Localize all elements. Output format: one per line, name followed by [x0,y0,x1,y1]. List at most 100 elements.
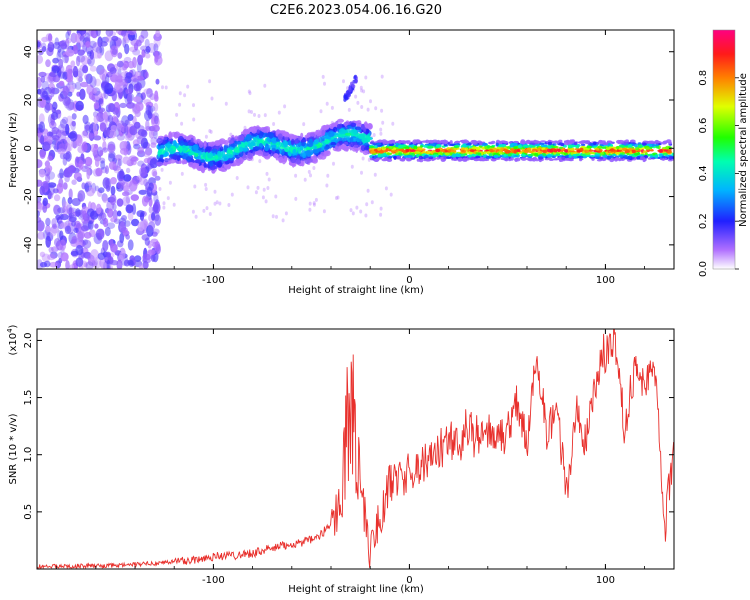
spectrogram-cell [121,215,127,221]
spectrogram-cell [158,158,165,163]
spectrogram-cell [321,74,325,79]
spectrogram-cell [579,147,584,152]
spectrogram-cell [247,152,253,159]
spectrogram-cell [374,106,378,111]
spectrogram-cell [124,125,129,136]
spectrogram-cell [47,182,57,188]
spectrogram-cell [38,169,46,178]
spectrogram-cell [52,41,61,50]
spectrogram-cell [94,158,100,167]
spectrogram-cell [512,142,518,147]
spectrogram-cell [148,129,155,139]
spectrogram-cell [666,139,672,144]
spectrogram-cell [155,30,161,38]
spectrogram-cell [629,139,636,143]
spectrogram-cell [312,166,316,170]
spectrogram-cell [208,160,214,167]
spectrogram-cell [151,212,156,221]
spectrogram-cell [364,213,368,218]
spectrogram-cell [435,144,442,148]
spectrogram-cell [47,155,53,162]
spectrogram-cell [113,218,121,224]
spectrogram-cell [564,152,568,156]
spectrogram-cell [188,151,195,155]
spectrogram-cell [37,55,44,64]
spectrogram-cell [143,151,151,158]
spectrogram-cell [455,140,461,143]
spectrogram-cell [506,146,510,149]
spectrogram-cell [391,121,395,126]
spectrogram-cell [353,120,360,124]
spectrogram-cell [236,141,242,145]
spectrogram-cell [37,41,41,48]
spectrogram-cell [127,239,134,251]
spectrogram-cell [71,120,76,127]
spectrogram-cell [152,171,158,177]
spectrogram-cell [110,260,119,266]
spectrogram-cell [352,84,356,89]
spectrogram-cell [150,253,156,262]
spectrogram-cell [45,160,50,169]
spectrogram-cell [135,82,142,91]
spectrogram-cell [342,79,345,84]
spectrogram-cell [158,187,162,191]
spectrogram-cell [129,125,138,136]
colorbar-label: Normalized spectral amplitude [738,73,749,227]
spectrogram-cell [265,133,272,138]
spectrogram-cell [43,140,52,151]
spectrogram-cell [138,166,148,177]
spectrogram-cell [51,65,60,74]
spectrogram-cell [549,149,554,153]
spectrogram-cell [359,209,363,214]
spectrogram-cell [37,220,45,232]
spectrogram-cell [203,140,207,147]
spectrogram-cell [611,141,615,144]
spectrogram-cell [247,109,251,114]
spectrogram-cell [114,154,123,161]
spectrogram-cell [92,42,101,52]
spectrogram-cell [615,152,620,154]
spectrogram-cell [91,87,98,94]
spectrogram-cell [477,152,482,156]
spectrogram-cell [192,103,195,108]
spectrogram-cell [41,36,49,43]
spectrogram-cell [156,161,164,167]
spectrogram-cell [360,170,363,175]
spectrogram-cell [192,117,196,122]
spectrogram-cell [462,139,469,144]
spectrogram-cell [513,146,518,150]
spectrogram-cell [51,246,59,252]
spectrogram-cell [637,144,643,149]
spectrogram-cell [364,75,368,80]
spectrogram-cell [68,85,75,94]
spectrogram-cell [137,160,145,167]
spectrogram-cell [619,144,626,149]
spectrogram-cell [45,173,51,183]
spectrogram-cell [125,195,131,204]
spectrogram-cell [81,225,89,232]
spectrogram-cell [569,147,575,151]
spectrogram-cell [650,149,654,152]
spectrogram-cell [267,177,271,182]
x-tick-label: -100 [202,575,225,586]
spectrogram-cell [398,152,403,156]
spectrogram-cell [336,143,340,147]
spectrogram-cell [45,59,51,68]
spectrogram-cell [148,249,156,256]
spectrogram-cell [205,146,212,151]
spectrogram-cell [303,177,307,182]
spectrogram-cell [264,199,268,204]
spectrogram-cell [77,190,86,202]
spectrogram-cell [498,145,502,148]
spectrogram-cell [444,152,450,156]
spectrogram-cell [298,136,303,141]
spectrogram-cell [67,165,76,174]
spectrogram-cell [302,122,306,127]
spectrogram-cell [41,90,49,100]
spectrogram-cell [649,155,653,158]
spectrogram-cell [108,153,116,163]
spectrogram-cell [312,202,316,207]
spectrogram-cell [398,144,404,149]
spectrogram-cell [96,107,106,113]
spectrogram-cell [337,133,343,138]
